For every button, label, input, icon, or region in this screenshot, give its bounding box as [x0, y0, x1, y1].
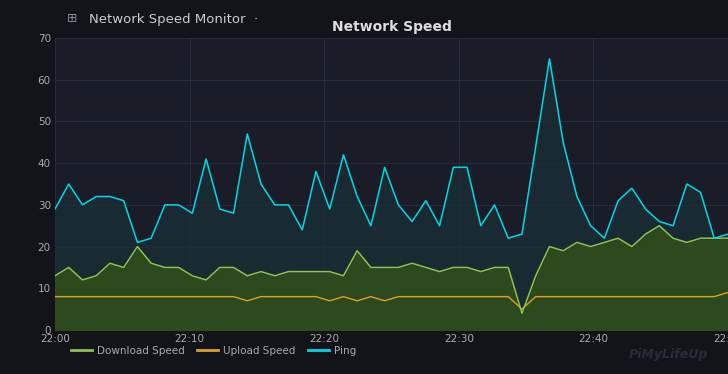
Title: Network Speed: Network Speed — [331, 20, 451, 34]
Text: Network Speed Monitor  ·: Network Speed Monitor · — [89, 12, 258, 25]
Text: ⊞: ⊞ — [67, 12, 78, 25]
Text: PiMyLifeUp: PiMyLifeUp — [628, 348, 708, 361]
Legend: Download Speed, Upload Speed, Ping: Download Speed, Upload Speed, Ping — [67, 342, 361, 360]
